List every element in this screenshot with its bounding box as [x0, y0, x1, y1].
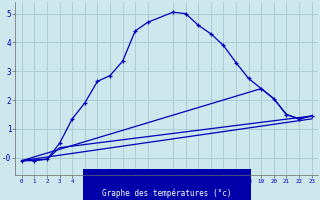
X-axis label: Graphe des températures (°c): Graphe des températures (°c): [102, 188, 231, 198]
